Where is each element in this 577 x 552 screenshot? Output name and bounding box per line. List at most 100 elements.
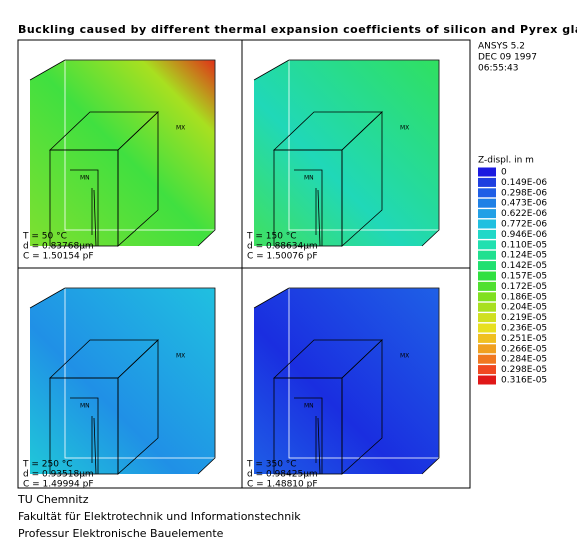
panel-parameter: T = 350 °C	[246, 460, 297, 470]
legend-title: Z-displ. in m	[478, 156, 534, 166]
legend-swatch	[478, 198, 496, 208]
wireframe	[65, 287, 216, 475]
max-label: MX	[176, 125, 185, 132]
footer-line: TU Chemnitz	[17, 493, 89, 506]
legend-label: 0	[501, 168, 507, 178]
legend-swatch	[478, 333, 496, 343]
legend-swatch	[478, 167, 496, 177]
legend-label: 0.622E-06	[501, 209, 547, 219]
wireframe	[253, 287, 290, 309]
panel-parameter: C = 1.49994 pF	[23, 480, 94, 490]
legend-label: 0.772E-06	[501, 220, 547, 230]
panel-parameter: T = 250 °C	[22, 460, 73, 470]
wireframe	[29, 287, 66, 309]
min-label: MN	[80, 175, 90, 182]
min-label: MN	[304, 403, 314, 410]
legend-label: 0.204E-05	[501, 303, 547, 313]
slot	[70, 397, 99, 474]
legend-label: 0.284E-05	[501, 355, 547, 365]
date: DEC 09 1997	[478, 53, 537, 63]
wireframe	[29, 59, 66, 81]
plot-frame	[17, 39, 471, 489]
legend-label: 0.236E-05	[501, 324, 547, 334]
panel-parameter: C = 1.50154 pF	[23, 252, 94, 262]
slot	[93, 189, 97, 247]
wireframe	[289, 59, 440, 247]
legend-label: 0.316E-05	[501, 376, 547, 386]
panel-parameter: C = 1.48810 pF	[247, 480, 318, 490]
max-label: MX	[400, 125, 409, 132]
panel-parameter: d = 0.83768µm	[23, 242, 94, 252]
legend-label: 0.473E-06	[501, 199, 547, 209]
legend-label: 0.298E-05	[501, 365, 547, 375]
legend-label: 0.157E-05	[501, 272, 547, 282]
legend-swatch	[478, 344, 496, 354]
max-label: MX	[400, 353, 409, 360]
min-label: MN	[304, 175, 314, 182]
legend-swatch	[478, 302, 496, 312]
legend-swatch	[478, 177, 496, 187]
panel-parameter: C = 1.50076 pF	[247, 252, 318, 262]
plate-surface	[254, 60, 439, 246]
time: 06:55:43	[478, 64, 518, 74]
legend-swatch	[478, 250, 496, 260]
wireframe	[65, 59, 216, 247]
legend-label: 0.149E-06	[501, 178, 547, 188]
slot	[93, 417, 97, 475]
legend-label: 0.172E-05	[501, 282, 547, 292]
slot	[317, 189, 321, 247]
legend-swatch	[478, 188, 496, 198]
legend-swatch	[478, 209, 496, 219]
wireframe	[253, 59, 290, 81]
footer-line: Professur Elektronische Bauelemente	[18, 527, 224, 540]
legend-swatch	[478, 261, 496, 271]
plate-surface	[30, 288, 215, 474]
plate-surface	[30, 60, 215, 246]
legend-swatch	[478, 281, 496, 291]
legend-label: 0.124E-05	[501, 251, 547, 261]
min-label: MN	[80, 403, 90, 410]
legend-label: 0.142E-05	[501, 261, 547, 271]
legend-swatch	[478, 229, 496, 239]
title: Buckling caused by different thermal exp…	[18, 23, 577, 36]
legend-swatch	[478, 323, 496, 333]
legend-swatch	[478, 313, 496, 323]
legend-swatch	[478, 365, 496, 375]
footer-line: Fakultät für Elektrotechnik und Informat…	[18, 510, 301, 523]
panel-parameter: d = 0.98425µm	[247, 470, 318, 480]
inner-box-front	[49, 149, 119, 247]
legend-label: 0.110E-05	[501, 240, 547, 250]
panel-parameter: d = 0.88634µm	[247, 242, 318, 252]
panel-parameter: T = 150 °C	[246, 232, 297, 242]
slot	[294, 397, 323, 474]
legend-swatch	[478, 354, 496, 364]
legend-swatch	[478, 271, 496, 281]
legend-swatch	[478, 240, 496, 250]
software: ANSYS 5.2	[478, 42, 525, 52]
legend-label: 0.946E-06	[501, 230, 547, 240]
legend-label: 0.251E-05	[501, 334, 547, 344]
plate-surface	[254, 288, 439, 474]
slot	[294, 169, 323, 246]
slot	[317, 417, 321, 475]
inner-box-front	[49, 377, 119, 475]
panel-parameter: d = 0.93518µm	[23, 470, 94, 480]
legend-swatch	[478, 292, 496, 302]
legend-swatch	[478, 219, 496, 229]
legend-label: 0.186E-05	[501, 292, 547, 302]
legend-label: 0.298E-06	[501, 188, 547, 198]
legend-label: 0.266E-05	[501, 344, 547, 354]
legend-label: 0.219E-05	[501, 313, 547, 323]
inner-box-front	[273, 377, 343, 475]
legend: 00.149E-060.298E-060.473E-060.622E-060.7…	[478, 167, 547, 386]
wireframe	[289, 287, 440, 475]
inner-box-front	[273, 149, 343, 247]
panel-parameter: T = 50 °C	[22, 232, 67, 242]
max-label: MX	[176, 353, 185, 360]
